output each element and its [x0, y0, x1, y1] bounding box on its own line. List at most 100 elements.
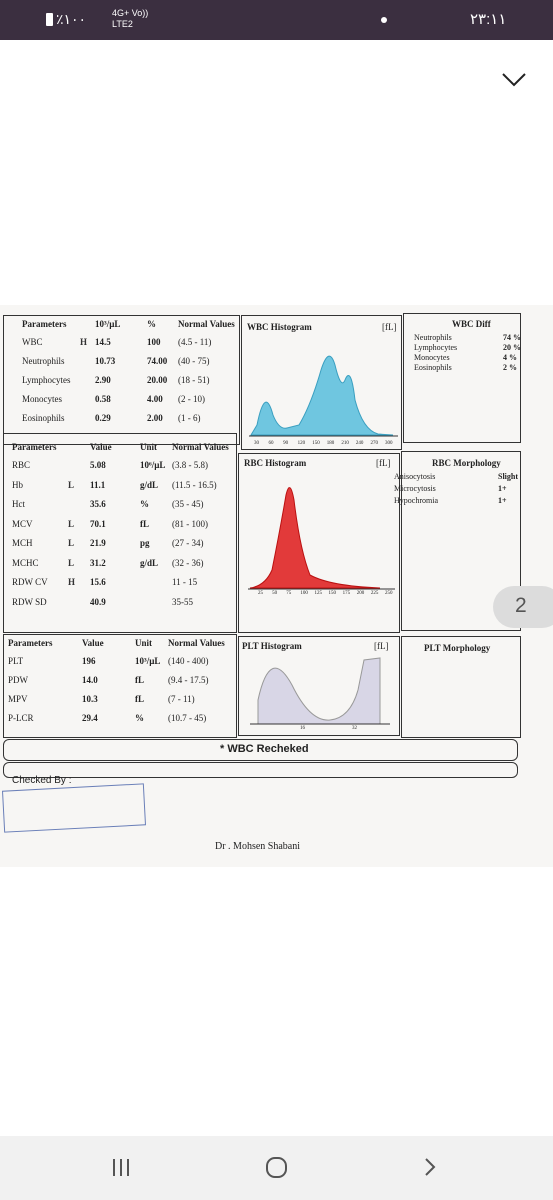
column-header: Unit [140, 442, 158, 452]
row-label: Eosinophils [414, 363, 452, 372]
name-cell: RBC [12, 460, 31, 470]
percent-cell: 74.00 [147, 356, 168, 366]
battery-text: ٪۱۰۰ [56, 11, 87, 27]
axis-label: 150 [328, 591, 337, 596]
normal-cell: (1 - 6) [178, 413, 201, 423]
wbc-box [3, 315, 240, 445]
histogram-unit: [fL] [376, 458, 391, 468]
axis-label: 120 [297, 441, 306, 446]
axis-label: 125 [314, 591, 322, 596]
row-value: 2 % [503, 363, 517, 372]
normal-cell: (81 - 100) [172, 518, 208, 529]
unit-cell: 10³/µL [135, 656, 161, 666]
percent-cell: 4.00 [147, 394, 163, 404]
column-header: Normal Values [178, 319, 235, 329]
normal-cell: (3.8 - 5.8) [172, 460, 208, 470]
wbc-hist-box [241, 315, 402, 450]
unit-cell: fL [140, 518, 149, 529]
wbc-histogram-plot [249, 355, 398, 437]
flag-cell: L [68, 479, 75, 490]
status-bar [0, 0, 553, 40]
column-header: % [147, 319, 156, 329]
box-title: RBC Morphology [432, 458, 501, 468]
status-dot [381, 17, 387, 23]
normal-cell: (35 - 45) [172, 499, 204, 509]
axis-label: 250 [385, 591, 393, 596]
axis-label: 300 [385, 441, 393, 446]
count-cell: 2.90 [95, 375, 111, 385]
value-cell: 35.6 [90, 499, 106, 509]
network-text: 4G+ Vo)) LTE2 [112, 8, 149, 29]
unit-cell: fL [135, 675, 144, 685]
value-cell: 196 [82, 656, 96, 666]
axis-label: 180 [326, 441, 335, 446]
value-cell: 11.1 [90, 479, 106, 490]
row-value: 1+ [498, 484, 507, 493]
box-title: PLT Morphology [424, 643, 491, 653]
value-cell: 70.1 [90, 518, 106, 529]
unit-cell: g/dL [140, 557, 159, 568]
axis-label: 240 [355, 441, 364, 446]
unit-cell: 10⁶/µL [140, 460, 166, 470]
row-label: Hypochromia [394, 496, 438, 505]
rbc-morph-box [401, 451, 521, 631]
name-cell: Eosinophils [22, 413, 65, 423]
histogram-title: WBC Histogram [247, 322, 312, 332]
count-cell: 0.29 [95, 413, 111, 423]
unit-cell: g/dL [140, 479, 159, 490]
normal-cell: (10.7 - 45) [168, 713, 207, 723]
name-cell: Hb [12, 479, 23, 490]
row-label: Neutrophils [414, 333, 452, 342]
normal-cell: (32 - 36) [172, 557, 204, 568]
rbc-hist-box [238, 453, 400, 633]
value-cell: 10.3 [82, 694, 98, 704]
name-cell: RDW CV [12, 577, 48, 587]
name-cell: PLT [8, 656, 24, 666]
histogram-unit: [fL] [374, 641, 389, 651]
axis-label: 90 [283, 441, 289, 446]
name-cell: MCH [12, 538, 33, 548]
name-cell: Hct [12, 499, 25, 509]
rbc-box [3, 433, 237, 633]
report-image: Parameters 10³/µL% Normal Values WBC H 14.5 10… [0, 305, 553, 867]
row-value: 4 % [503, 353, 517, 362]
axis-label: 25 [258, 591, 263, 596]
nav-buttons[interactable] [100, 1150, 460, 1185]
column-header: Normal Values [168, 638, 225, 648]
name-cell: MCV [12, 518, 33, 529]
normal-cell: (11.5 - 16.5) [172, 479, 217, 490]
axis-label: 150 [312, 441, 320, 446]
collapse-button[interactable] [500, 70, 528, 90]
percent-cell: 100 [147, 337, 161, 347]
flag-cell: H [68, 577, 76, 587]
axis-label: 60 [268, 441, 274, 446]
count-cell: 10.73 [95, 356, 116, 366]
percent-cell: 2.00 [147, 413, 163, 423]
unit-cell: % [140, 499, 149, 509]
nav-bar [0, 1136, 553, 1200]
value-cell: 15.6 [90, 577, 106, 587]
flag-cell: H [80, 337, 88, 347]
flag-cell: L [68, 538, 75, 548]
column-header: Value [82, 638, 104, 648]
normal-cell: (18 - 51) [178, 375, 210, 385]
stamp [1, 783, 147, 833]
axis-label: 50 [272, 591, 278, 596]
unit-cell: % [135, 713, 144, 723]
battery-icon [46, 13, 53, 26]
page-indicator[interactable] [493, 586, 553, 628]
count-cell: 0.58 [95, 394, 111, 404]
unit-cell: pg [140, 538, 150, 548]
flag-cell: L [68, 557, 75, 568]
value-cell: 21.9 [90, 538, 106, 548]
normal-cell: 11 - 15 [172, 577, 198, 587]
row-value: 20 % [503, 343, 521, 352]
axis-label: 210 [341, 441, 349, 446]
row-value: 1+ [498, 496, 507, 505]
axis-label: 225 [370, 591, 379, 596]
plt-hist-box [238, 636, 400, 736]
name-cell: P-LCR [8, 713, 34, 723]
axis-label: 200 [356, 591, 365, 596]
